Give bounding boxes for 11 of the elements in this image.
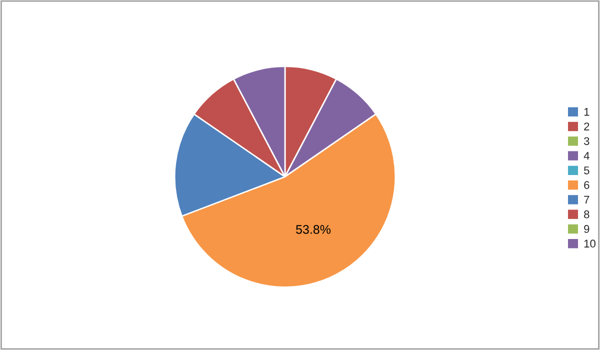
legend-label: 9 xyxy=(584,225,590,233)
legend-label: 6 xyxy=(584,181,590,189)
data-label: 53.8% xyxy=(296,225,331,234)
legend-label: 4 xyxy=(584,152,590,160)
legend-label: 7 xyxy=(584,196,590,204)
legend-label: 3 xyxy=(584,137,590,146)
legend-label: 1 xyxy=(584,108,590,116)
legend-label: 8 xyxy=(584,210,590,218)
legend-label: 10 xyxy=(584,240,596,248)
legend-label: 2 xyxy=(584,122,590,130)
legend-label: 5 xyxy=(584,166,590,174)
